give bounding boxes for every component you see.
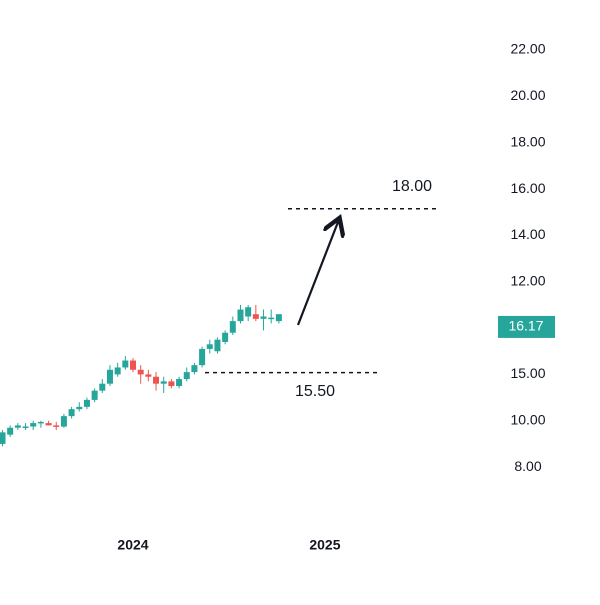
candle-body [199,348,206,366]
candle-body [176,379,183,387]
candle-body [229,321,236,333]
candle-body [275,314,282,322]
y-tick-label: 8.00 [514,458,541,474]
candle-body [145,374,152,377]
candle-body [191,365,198,373]
candle-body [114,367,121,375]
candle-body [14,425,21,428]
candle-body [83,399,90,407]
candle-body [22,426,29,429]
y-tick-label: 22.00 [510,41,545,57]
candle-body [130,360,137,370]
price-badge [498,315,555,338]
candle-body [245,307,252,317]
x-tick-label: 2025 [309,537,340,553]
level-label: 15.50 [295,383,335,400]
candle-body [237,309,244,322]
candle-body [160,381,167,384]
y-tick-label: 12.00 [510,272,545,288]
arrow [296,222,338,326]
candle-body [137,369,144,375]
price-badge-label: 16.17 [508,318,543,334]
candle-body [153,376,160,384]
y-tick-label: 15.00 [510,365,545,381]
candle-body [99,383,106,391]
y-tick-label: 20.00 [510,87,545,103]
candle-body [45,423,52,426]
candle-body [206,344,213,349]
y-tick-label: 14.00 [510,226,545,242]
candle-body [37,421,44,424]
x-tick-label: 2024 [117,537,148,553]
candle-body [222,332,229,342]
y-tick-label: 10.00 [510,411,545,427]
candle-body [30,423,37,427]
candle-body [268,317,275,320]
y-tick-label: 18.00 [510,133,545,149]
candle-body [106,369,113,384]
candle-body [53,425,60,427]
candle-body [0,432,6,444]
y-tick-label: 16.00 [510,180,545,196]
candle-body [60,416,67,427]
level-label: 18.00 [392,178,432,195]
candle-body [122,360,129,368]
candle-body [91,390,98,400]
candle-body [183,372,190,380]
candle-body [214,339,221,352]
candle-body [260,316,267,319]
candle-body [7,427,14,435]
candle-body [252,314,259,319]
candle-body [168,381,175,387]
candle-body [76,406,83,410]
candle-body [68,409,75,417]
